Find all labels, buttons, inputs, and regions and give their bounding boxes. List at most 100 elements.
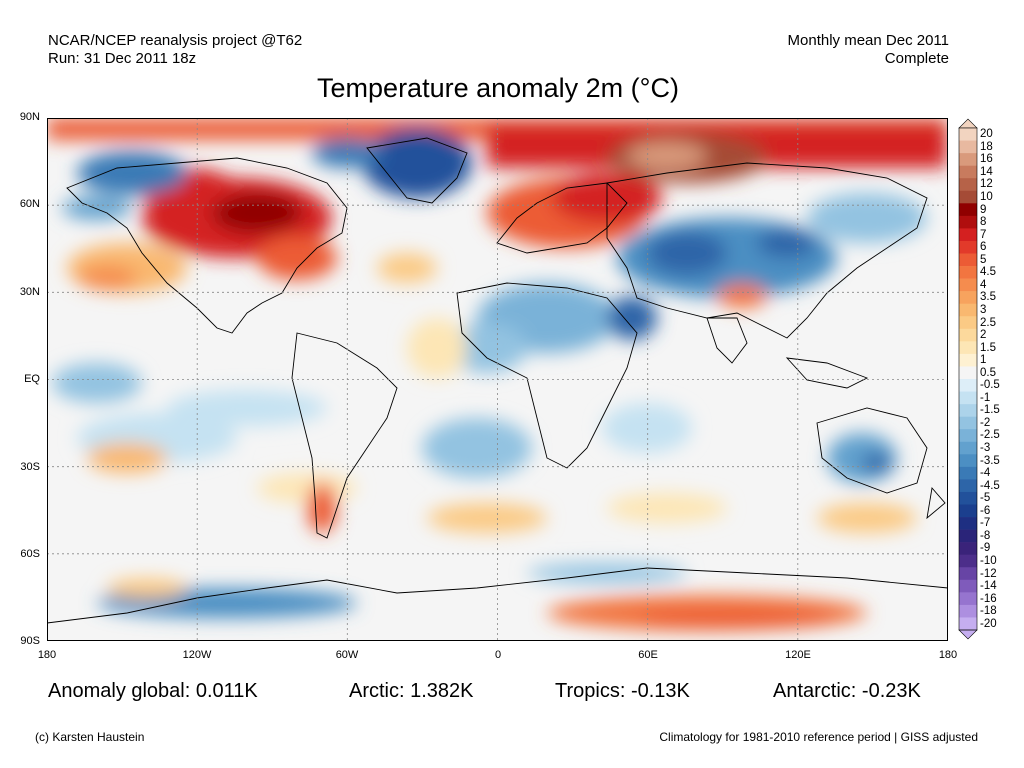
colorbar-swatch bbox=[959, 604, 977, 618]
lon-label-0: 0 bbox=[494, 649, 502, 661]
colorbar-swatch bbox=[959, 303, 977, 317]
model-label: NCAR/NCEP reanalysis project @T62 bbox=[48, 32, 303, 49]
colorbar-max-cap bbox=[958, 118, 978, 129]
colorbar-swatch bbox=[959, 429, 977, 443]
colorbar-swatch bbox=[959, 178, 977, 192]
colorbar-swatch bbox=[959, 353, 977, 367]
arctic-anomaly: Arctic: 1.382K bbox=[349, 680, 474, 702]
colorbar-swatch bbox=[959, 479, 977, 493]
colorbar-level-label: -10 bbox=[980, 554, 997, 567]
lat-label-90n: 90N bbox=[19, 111, 40, 123]
colorbar-level-label: 8 bbox=[980, 216, 987, 229]
colorbar-swatch bbox=[959, 592, 977, 606]
colorbar-swatch bbox=[959, 253, 977, 267]
colorbar-level-label: 1.5 bbox=[980, 341, 996, 354]
map-frame bbox=[47, 118, 948, 641]
colorbar-level-label: -18 bbox=[980, 605, 997, 618]
colorbar-level-label: -1 bbox=[980, 391, 991, 404]
colorbar-swatch bbox=[959, 140, 977, 154]
colorbar-level-label: -12 bbox=[980, 567, 997, 580]
lon-label-60e: 60E bbox=[638, 649, 658, 661]
colorbar-swatch bbox=[959, 542, 977, 555]
colorbar-level-label: 9 bbox=[980, 203, 987, 216]
lat-label-60s: 60S bbox=[20, 548, 40, 560]
tropics-anomaly: Tropics: -0.13K bbox=[555, 680, 690, 702]
colorbar-swatch bbox=[959, 529, 977, 543]
lat-label-90s: 90S bbox=[20, 635, 40, 647]
colorbar-level-label: -6 bbox=[980, 504, 991, 517]
lon-label-180e: 180 bbox=[938, 649, 958, 661]
climatology-note: Climatology for 1981-2010 reference peri… bbox=[659, 730, 978, 744]
colorbar-level-label: -1.5 bbox=[980, 404, 1000, 417]
colorbar-level-label: -9 bbox=[980, 542, 991, 555]
colorbar-level-label: 4.5 bbox=[980, 266, 996, 279]
colorbar-swatch bbox=[959, 491, 977, 505]
colorbar-swatch bbox=[959, 203, 977, 217]
lat-label-eq: EQ bbox=[24, 373, 40, 385]
run-label: Run: 31 Dec 2011 18z bbox=[48, 50, 197, 67]
colorbar-level-label: -14 bbox=[980, 580, 997, 593]
period-label: Monthly mean Dec 2011 bbox=[787, 32, 949, 49]
colorbar-level-label: -8 bbox=[980, 529, 991, 542]
colorbar-level-label: 2.5 bbox=[980, 316, 996, 329]
colorbar-level-label: 20 bbox=[980, 128, 993, 141]
lon-label-60w: 60W bbox=[335, 649, 359, 661]
colorbar-swatch bbox=[959, 165, 977, 179]
colorbar-swatch bbox=[959, 466, 977, 480]
graticule bbox=[47, 118, 948, 641]
lon-label-120w: 120W bbox=[182, 649, 212, 661]
colorbar-swatch bbox=[959, 617, 977, 631]
colorbar-level-label: 16 bbox=[980, 153, 993, 166]
colorbar bbox=[958, 118, 978, 640]
colorbar-level-label: 10 bbox=[980, 191, 993, 204]
lon-label-120e: 120E bbox=[785, 649, 811, 661]
lon-label-180w: 180 bbox=[37, 649, 57, 661]
colorbar-swatch bbox=[959, 517, 977, 530]
colorbar-level-label: -3 bbox=[980, 442, 991, 455]
colorbar-level-label: 5 bbox=[980, 253, 987, 266]
colorbar-min-cap bbox=[958, 629, 978, 640]
colorbar-level-label: 7 bbox=[980, 228, 987, 241]
colorbar-swatch bbox=[959, 416, 977, 430]
colorbar-swatch bbox=[959, 215, 977, 229]
colorbar-level-label: -7 bbox=[980, 517, 991, 530]
colorbar-level-label: -4 bbox=[980, 467, 991, 480]
colorbar-swatch bbox=[959, 379, 977, 392]
colorbar-level-label: 12 bbox=[980, 178, 993, 191]
colorbar-swatch bbox=[959, 404, 977, 417]
colorbar-swatch bbox=[959, 366, 977, 380]
lat-label-30s: 30S bbox=[20, 461, 40, 473]
colorbar-swatch bbox=[959, 190, 977, 204]
colorbar-swatch bbox=[959, 240, 977, 254]
coastlines bbox=[47, 137, 948, 624]
colorbar-level-label: -2.5 bbox=[980, 429, 1000, 442]
colorbar-swatch bbox=[959, 153, 977, 166]
global-anomaly: Anomaly global: 0.011K bbox=[48, 680, 258, 702]
lat-label-60n: 60N bbox=[19, 198, 40, 210]
colorbar-level-label: 1 bbox=[980, 354, 987, 367]
colorbar-frame bbox=[958, 127, 978, 631]
colorbar-level-label: 0.5 bbox=[980, 366, 996, 379]
colorbar-swatch bbox=[959, 291, 977, 304]
map-title: Temperature anomaly 2m (°C) bbox=[317, 73, 679, 103]
colorbar-level-label: -16 bbox=[980, 592, 997, 605]
temperature-anomaly-map bbox=[47, 118, 948, 641]
colorbar-swatch bbox=[959, 579, 977, 593]
colorbar-swatch bbox=[959, 554, 977, 568]
colorbar-level-label: 6 bbox=[980, 241, 987, 254]
colorbar-swatch bbox=[959, 278, 977, 292]
lat-label-30n: 30N bbox=[19, 286, 40, 298]
colorbar-level-label: 4 bbox=[980, 278, 987, 291]
colorbar-swatch bbox=[959, 504, 977, 518]
colorbar-swatch bbox=[959, 128, 977, 141]
colorbar-level-label: -5 bbox=[980, 492, 991, 505]
colorbar-level-label: 14 bbox=[980, 165, 993, 178]
colorbar-swatch bbox=[959, 228, 977, 242]
colorbar-swatch bbox=[959, 567, 977, 581]
colorbar-level-label: -20 bbox=[980, 617, 997, 630]
colorbar-level-label: -2 bbox=[980, 416, 991, 429]
colorbar-swatch bbox=[959, 328, 977, 342]
status-label: Complete bbox=[884, 50, 949, 67]
colorbar-level-label: -0.5 bbox=[980, 379, 1000, 392]
colorbar-level-label: 2 bbox=[980, 329, 987, 342]
